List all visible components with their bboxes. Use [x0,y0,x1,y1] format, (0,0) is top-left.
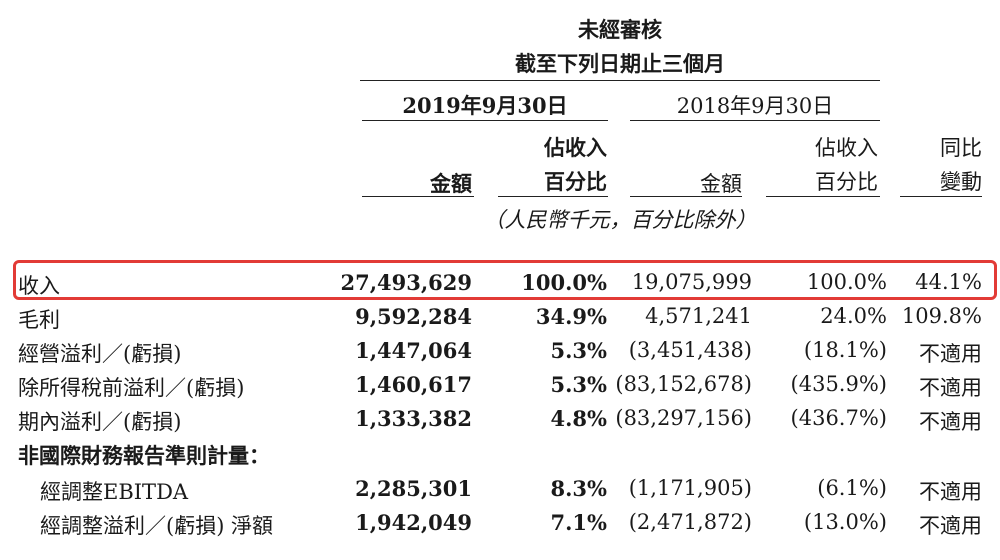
percent-2018: 100.0% [806,270,887,294]
yoy-change: 109.8% [901,304,982,328]
column-group-2019: 2019年9月30日 [402,93,568,118]
yoy-change: 不適用 [919,376,982,400]
percent-2018: 24.0% [820,304,887,328]
percent-2019: 5.3% [550,372,608,397]
amount-2019: 9,592,284 [355,304,472,329]
divider-amt-2018 [630,196,742,197]
pct-header-2019-line1: 佔收入 [544,135,607,160]
divider-pct-2019 [498,196,608,197]
table-row: 除所得稅前溢利／(虧損) 1,460,617 5.3% (83,152,678)… [0,372,1000,406]
report-title: 未經審核 [578,17,662,42]
table-row: 經調整EBITDA 2,285,301 8.3% (1,171,905) (6.… [0,476,1000,510]
yoy-change: 不適用 [919,480,982,504]
row-label: 期內溢利／(虧損) [18,410,182,434]
percent-2018: (435.9%) [790,372,887,396]
percent-2018: (6.1%) [817,476,887,500]
pct-header-2018-line1: 佔收入 [815,136,878,160]
amount-2019: 1,447,064 [355,338,472,363]
divider-2019 [362,120,608,121]
percent-2019: 100.0% [521,270,607,295]
percent-2019: 5.3% [550,338,608,363]
amount-header-2019: 金額 [430,171,472,196]
amount-2018: (83,152,678) [615,372,752,396]
percent-2019: 4.8% [550,406,608,431]
table-row: 經調整溢利／(虧損) 淨額 1,942,049 7.1% (2,471,872)… [0,510,1000,544]
highlight-box [13,260,997,300]
percent-2019: 7.1% [550,510,608,535]
yoy-change: 不適用 [919,342,982,366]
pct-header-2019-line2: 百分比 [544,169,607,194]
header-divider [360,80,880,81]
row-label: 除所得稅前溢利／(虧損) [18,376,245,400]
yoy-change: 不適用 [919,410,982,434]
percent-2019: 8.3% [550,476,608,501]
table-row: 毛利 9,592,284 34.9% 4,571,241 24.0% 109.8… [0,304,1000,338]
row-label: 毛利 [18,308,60,332]
table-row: 經營溢利／(虧損) 1,447,064 5.3% (3,451,438) (18… [0,338,1000,372]
amount-2019: 27,493,629 [340,270,472,295]
row-label: 經調整溢利／(虧損) 淨額 [40,514,274,538]
yoy-header-line2: 變動 [940,170,982,194]
amount-2018: (2,471,872) [628,510,752,534]
amount-2018: (1,171,905) [628,476,752,500]
percent-2018: (18.1%) [803,338,887,362]
yoy-change: 44.1% [915,270,982,294]
amount-2018: 4,571,241 [645,304,752,328]
divider-yoy [900,196,982,197]
amount-2019: 1,333,382 [355,406,472,431]
column-group-2018: 2018年9月30日 [676,94,834,118]
amount-2018: (83,297,156) [615,406,752,430]
amount-2018: (3,451,438) [628,338,752,362]
amount-2019: 1,942,049 [355,510,472,535]
amount-header-2018: 金額 [700,172,742,196]
unit-note: （人民幣千元，百分比除外） [483,208,757,232]
divider-pct-2018 [766,196,880,197]
yoy-change: 不適用 [919,514,982,538]
row-label: 收入 [18,274,60,298]
amount-2018: 19,075,999 [631,270,752,294]
percent-2018: (13.0%) [803,510,887,534]
pct-header-2018-line2: 百分比 [815,170,878,194]
percent-2018: (436.7%) [790,406,887,430]
amount-2019: 1,460,617 [355,372,472,397]
section-heading-row: 非國際財務報告準則計量： [0,440,1000,474]
percent-2019: 34.9% [535,304,607,329]
divider-2018 [630,120,880,121]
amount-2019: 2,285,301 [355,476,472,501]
yoy-header-line1: 同比 [940,136,982,160]
table-row: 期內溢利／(虧損) 1,333,382 4.8% (83,297,156) (4… [0,406,1000,440]
divider-amt-2019 [362,196,474,197]
row-label: 經營溢利／(虧損) [18,342,182,366]
table-row: 收入 27,493,629 100.0% 19,075,999 100.0% 4… [0,270,1000,304]
period-label: 截至下列日期止三個月 [515,51,725,76]
row-label: 經調整EBITDA [40,480,189,504]
section-heading: 非國際財務報告準則計量： [18,443,270,468]
